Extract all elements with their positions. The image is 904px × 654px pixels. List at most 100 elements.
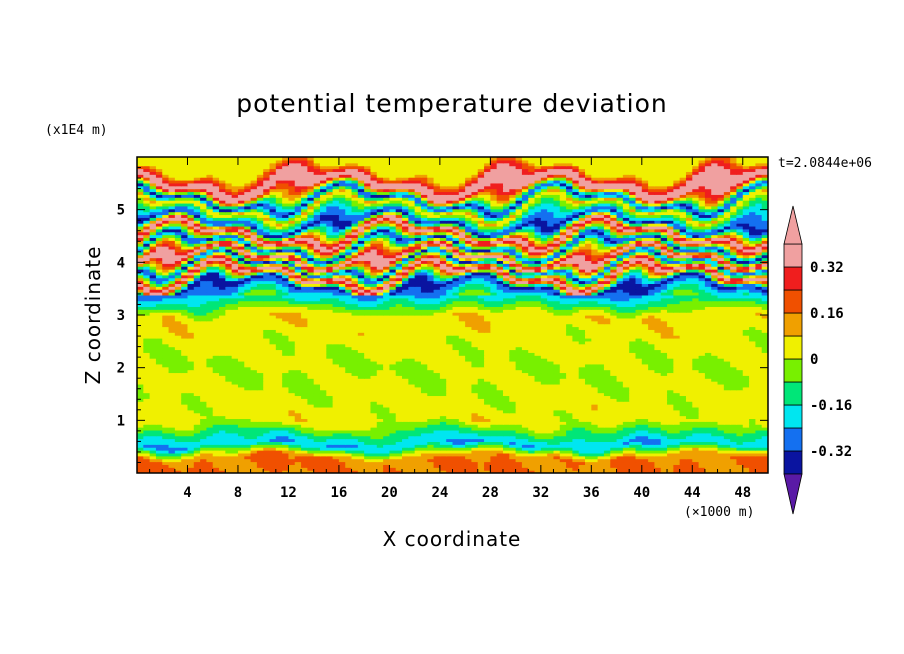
- field-cell: [174, 401, 182, 405]
- field-cell: [692, 343, 700, 348]
- field-cell: [326, 349, 334, 353]
- field-cell: [446, 381, 454, 385]
- field-cell: [395, 389, 403, 394]
- field-cell: [326, 467, 334, 471]
- field-cell: [755, 432, 763, 437]
- field-cell: [610, 369, 618, 374]
- field-cell: [446, 464, 454, 468]
- field-cell: [547, 363, 555, 368]
- field-cell: [742, 358, 750, 362]
- field-cell: [742, 340, 750, 345]
- field-cell: [439, 418, 447, 422]
- field-cell: [667, 398, 674, 402]
- field-cell: [420, 427, 428, 431]
- field-cell: [200, 329, 208, 333]
- field-cell: [433, 401, 441, 405]
- field-cell: [547, 337, 555, 342]
- field-cell: [155, 467, 163, 471]
- field-cell: [515, 432, 523, 437]
- field-cell: [585, 352, 592, 356]
- field-cell: [496, 383, 504, 388]
- field-cell: [597, 458, 605, 463]
- field-cell: [402, 395, 409, 399]
- field-cell: [149, 447, 157, 451]
- field-cell: [383, 441, 390, 445]
- field-cell: [319, 358, 327, 362]
- field-cell: [540, 378, 548, 382]
- field-cell: [168, 432, 176, 437]
- field-cell: [667, 369, 674, 374]
- field-cell: [294, 418, 302, 422]
- field-cell: [749, 355, 756, 359]
- field-cell: [288, 450, 296, 454]
- field-cell: [679, 366, 687, 371]
- field-cell: [402, 369, 409, 374]
- field-cell: [692, 366, 700, 371]
- field-cell: [332, 452, 340, 457]
- field-cell: [376, 435, 384, 440]
- field-cell: [742, 409, 750, 414]
- field-cell: [603, 432, 611, 437]
- field-cell: [610, 432, 618, 437]
- field-cell: [755, 444, 763, 448]
- field-cell: [667, 372, 674, 376]
- field-cell: [439, 464, 447, 468]
- field-cell: [660, 421, 668, 425]
- field-cell: [749, 444, 756, 448]
- field-cell: [338, 340, 346, 345]
- field-cell: [408, 444, 416, 448]
- field-cell: [263, 412, 271, 417]
- field-cell: [231, 392, 239, 397]
- field-cell: [389, 455, 397, 460]
- field-cell: [193, 427, 201, 431]
- field-cell: [313, 346, 321, 351]
- field-cell: [275, 401, 283, 405]
- field-cell: [509, 406, 517, 411]
- field-cell: [622, 435, 630, 440]
- field-cell: [679, 363, 687, 368]
- field-cell: [521, 421, 529, 425]
- field-cell: [736, 378, 744, 382]
- field-cell: [761, 424, 768, 428]
- field-cell: [288, 343, 296, 348]
- field-cell: [515, 458, 523, 463]
- field-cell: [420, 358, 428, 362]
- field-cell: [395, 441, 403, 445]
- field-cell: [572, 429, 580, 434]
- field-cell: [673, 455, 681, 460]
- field-cell: [395, 369, 403, 374]
- field-cell: [610, 412, 618, 417]
- field-cell: [439, 372, 447, 376]
- field-cell: [162, 458, 170, 463]
- field-cell: [313, 392, 321, 397]
- field-cell: [338, 450, 346, 454]
- field-cell: [471, 424, 479, 428]
- field-cell: [402, 386, 409, 391]
- field-cell: [319, 352, 327, 356]
- field-cell: [761, 398, 768, 402]
- field-cell: [364, 389, 372, 394]
- field-cell: [338, 360, 346, 365]
- field-cell: [711, 404, 719, 408]
- field-cell: [420, 346, 428, 351]
- field-cell: [200, 363, 208, 368]
- field-cell: [357, 435, 365, 440]
- field-cell: [711, 406, 719, 411]
- field-cell: [345, 343, 353, 348]
- field-cell: [193, 432, 201, 437]
- field-cell: [667, 378, 674, 382]
- field-cell: [547, 360, 555, 365]
- field-cell: [484, 415, 491, 420]
- field-cell: [155, 444, 163, 448]
- field-cell: [212, 406, 220, 411]
- field-cell: [364, 343, 372, 348]
- field-cell: [212, 389, 220, 394]
- field-cell: [496, 415, 504, 420]
- field-cell: [376, 337, 384, 342]
- field-cell: [389, 424, 397, 428]
- field-cell: [528, 329, 536, 333]
- field-cell: [578, 363, 586, 368]
- field-cell: [263, 455, 271, 460]
- field-cell: [237, 329, 245, 333]
- field-cell: [326, 383, 334, 388]
